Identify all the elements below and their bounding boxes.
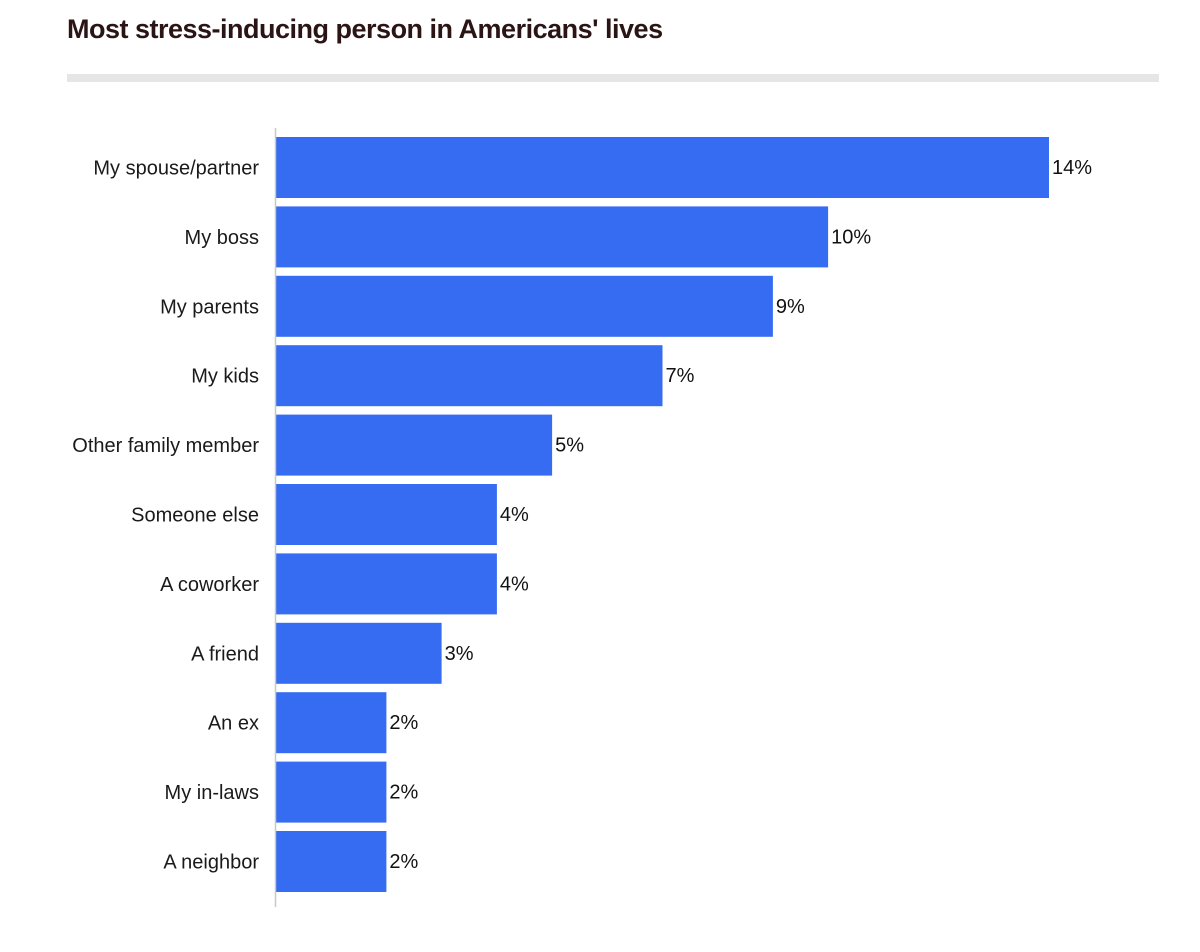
bar-my-spouse-partner — [276, 137, 1049, 198]
value-label-my-kids: 7% — [666, 365, 695, 387]
bar-a-friend — [276, 622, 442, 684]
value-label-other-family-member: 5% — [555, 435, 584, 457]
value-label-someone-else: 4% — [500, 504, 529, 526]
value-label-a-neighbor: 2% — [389, 851, 418, 873]
category-label-an-ex: An ex — [208, 713, 259, 735]
labels-group: My spouse/partner 14% My boss 10% My parents… — [72, 157, 1092, 874]
bars-group — [276, 137, 1049, 892]
bar-my-kids — [276, 345, 663, 407]
category-label-my-in-laws: My in-laws — [165, 782, 259, 804]
bar-a-neighbor — [276, 831, 387, 892]
chart-title: Most stress-inducing person in Americans… — [67, 14, 663, 44]
value-label-my-in-laws: 2% — [389, 782, 418, 804]
bar-a-coworker — [276, 553, 497, 615]
bar-other-family-member — [276, 414, 553, 476]
bar-my-boss — [276, 206, 829, 268]
value-label-an-ex: 2% — [389, 712, 418, 734]
value-label-my-parents: 9% — [776, 296, 805, 318]
category-label-a-coworker: A coworker — [160, 574, 259, 596]
category-label-my-parents: My parents — [160, 296, 259, 318]
title-divider — [67, 74, 1159, 82]
value-label-a-friend: 3% — [445, 643, 474, 665]
value-label-my-spouse-partner: 14% — [1052, 157, 1092, 179]
category-label-someone-else: Someone else — [131, 505, 259, 527]
category-label-a-neighbor: A neighbor — [163, 852, 259, 874]
value-label-my-boss: 10% — [831, 226, 871, 248]
category-label-my-spouse-partner: My spouse/partner — [93, 158, 259, 180]
category-label-my-boss: My boss — [185, 227, 259, 249]
category-label-a-friend: A friend — [191, 643, 259, 665]
value-label-a-coworker: 4% — [500, 573, 529, 595]
bar-an-ex — [276, 692, 387, 754]
category-label-other-family-member: Other family member — [72, 435, 259, 457]
bar-my-in-laws — [276, 761, 387, 823]
bar-someone-else — [276, 484, 497, 545]
category-label-my-kids: My kids — [191, 366, 259, 388]
bar-my-parents — [276, 275, 773, 337]
